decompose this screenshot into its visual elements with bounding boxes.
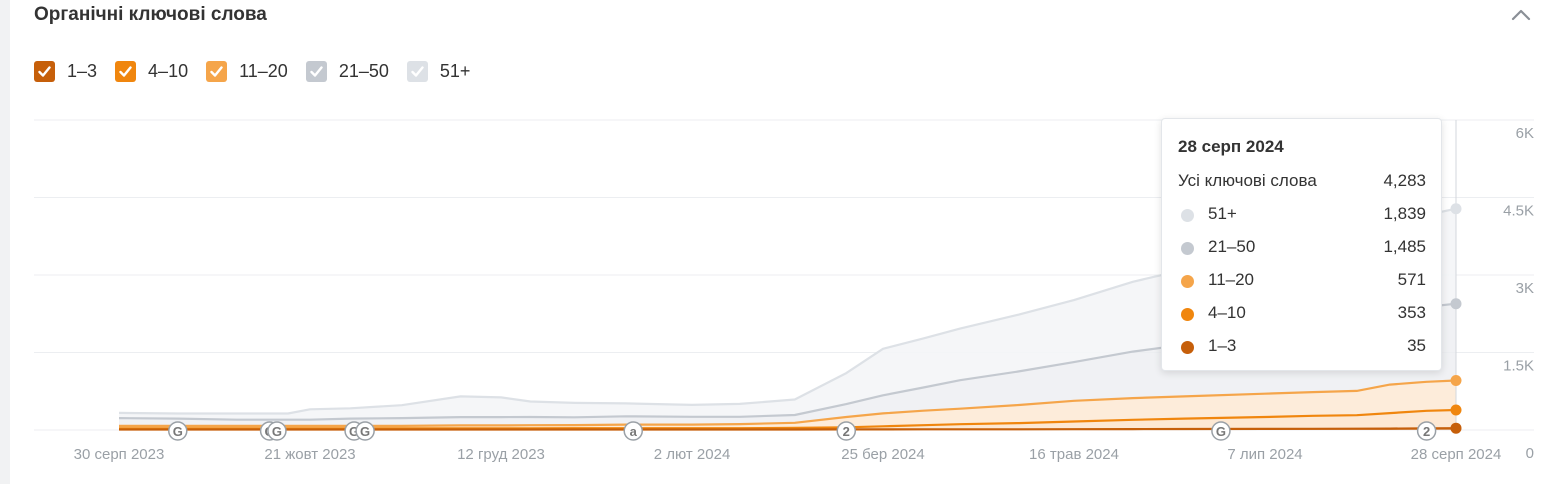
event-label: G: [272, 424, 282, 439]
y-tick-label: 1.5K: [1503, 358, 1534, 375]
event-label: G: [173, 424, 183, 439]
event-badge: [1416, 421, 1437, 441]
event-annotations[interactable]: GGGGGa2G2: [168, 421, 1437, 441]
event-badge: [623, 421, 643, 441]
event-label: 2: [843, 424, 850, 439]
checkmark-icon: [38, 66, 51, 77]
event-marker[interactable]: a: [623, 421, 643, 441]
tooltip-row-1-3: 1–3 35: [1178, 336, 1426, 358]
x-tick-label: 28 серп 2024: [1411, 446, 1502, 463]
x-axis: 30 серп 2023 21 жовт 2023 12 груд 2023 2 лю…: [74, 446, 1502, 463]
checkmark-icon: [210, 66, 223, 77]
legend-item-51-plus[interactable]: 51+: [406, 61, 471, 82]
legend-label-21-50: 21–50: [338, 61, 389, 81]
series-21-50-area: [119, 303, 1456, 426]
checkmark-icon: [119, 66, 132, 77]
event-badge: [836, 421, 857, 441]
x-tick-label: 25 бер 2024: [841, 446, 925, 463]
x-tick-label: 16 трав 2024: [1029, 446, 1119, 463]
checkbox-4-10[interactable]: [115, 61, 137, 82]
event-badge: [267, 421, 287, 441]
series-dot-icon: [1181, 341, 1194, 354]
series-1-3-line: [119, 427, 1457, 431]
series-1-3-marker: [1450, 422, 1462, 434]
event-marker[interactable]: G: [1211, 421, 1231, 441]
series-11-20-marker: [1450, 374, 1462, 386]
event-badge: [355, 421, 375, 441]
tooltip-row-value: 1,485: [1383, 237, 1426, 256]
x-tick-label: 21 жовт 2023: [264, 446, 355, 463]
x-tick-label: 30 серп 2023: [74, 446, 165, 463]
legend-item-21-50[interactable]: 21–50: [305, 61, 389, 82]
tooltip-row-value: 1,839: [1383, 204, 1426, 223]
left-panel-edge: [0, 0, 10, 484]
event-badge: [168, 421, 188, 441]
event-label: a: [630, 424, 638, 439]
x-tick-label: 12 груд 2023: [457, 446, 545, 463]
tooltip-date: 28 серп 2024: [1178, 137, 1284, 156]
y-tick-label: 0: [1526, 445, 1534, 462]
y-tick-label: 6K: [1516, 125, 1534, 142]
y-tick-label: 4.5K: [1503, 203, 1534, 220]
widget-title: Органічні ключові слова: [34, 4, 267, 25]
tooltip-row-label: 51+: [1208, 204, 1237, 223]
series-51-plus-marker: [1450, 203, 1462, 215]
tooltip-row-label: 1–3: [1208, 336, 1237, 355]
event-marker[interactable]: 2: [836, 421, 857, 441]
y-axis: 0 1.5K 3K 4.5K 6K: [1503, 125, 1534, 462]
event-label: G: [349, 424, 359, 439]
tooltip-row-51-plus: 51+ 1,839: [1178, 204, 1426, 226]
series-4-10-area: [119, 410, 1456, 430]
event-marker[interactable]: G: [267, 421, 287, 441]
legend-label-11-20: 11–20: [239, 61, 288, 81]
legend-label-4-10: 4–10: [148, 61, 189, 81]
tooltip-row-value: 571: [1397, 270, 1426, 289]
series-legend: 1–3 4–10 11–20 21–50 51+: [34, 61, 488, 82]
series-dot-icon: [1181, 242, 1194, 255]
tooltip-row-label: 11–20: [1208, 270, 1255, 289]
legend-item-11-20[interactable]: 11–20: [206, 61, 288, 82]
event-marker[interactable]: G: [168, 421, 188, 441]
hover-markers: [1450, 120, 1462, 434]
legend-item-4-10[interactable]: 4–10: [115, 61, 188, 82]
collapse-button[interactable]: [1508, 4, 1534, 26]
tooltip-row-value: 35: [1407, 336, 1426, 355]
tooltip-row-11-20: 11–20 571: [1178, 270, 1426, 292]
event-marker[interactable]: 2: [1416, 421, 1437, 441]
tooltip-total-value: 4,283: [1383, 171, 1426, 190]
checkmark-icon: [310, 66, 323, 77]
legend-item-1-3[interactable]: 1–3: [34, 61, 97, 82]
event-label: 2: [1423, 424, 1430, 439]
event-badge: [1211, 421, 1231, 441]
series-11-20-line: [119, 379, 1457, 427]
x-tick-label: 7 лип 2024: [1227, 446, 1302, 463]
series-dot-icon: [1181, 308, 1194, 321]
series-dot-icon: [1181, 275, 1194, 288]
checkmark-icon: [411, 66, 424, 77]
checkbox-11-20[interactable]: [206, 61, 228, 82]
tooltip-total-label: Усі ключові слова: [1178, 171, 1317, 190]
checkbox-1-3[interactable]: [34, 61, 55, 82]
tooltip-row-label: 4–10: [1208, 303, 1246, 322]
tooltip-row-label: 21–50: [1208, 237, 1256, 256]
x-tick-label: 2 лют 2024: [654, 446, 731, 463]
tooltip-total-row: Усі ключові слова 4,283: [1178, 171, 1426, 193]
tooltip-row-value: 353: [1397, 303, 1426, 322]
tooltip-row-4-10: 4–10 353: [1178, 303, 1426, 325]
legend-label-1-3: 1–3: [67, 61, 98, 81]
series-21-50-marker: [1450, 298, 1462, 310]
series-dot-icon: [1181, 209, 1194, 222]
legend-label-51-plus: 51+: [439, 61, 471, 81]
y-tick-label: 3K: [1516, 280, 1534, 297]
series-4-10-marker: [1450, 404, 1462, 416]
chart-tooltip: 28 серп 2024 Усі ключові слова 4,283 51+…: [1161, 118, 1442, 371]
checkbox-51-plus[interactable]: [406, 61, 428, 82]
event-label: G: [1216, 424, 1226, 439]
tooltip-row-21-50: 21–50 1,485: [1178, 237, 1426, 259]
series-11-20-area: [119, 380, 1456, 429]
checkbox-21-50[interactable]: [305, 61, 327, 82]
event-label: G: [360, 424, 370, 439]
chevron-up-icon: [1511, 9, 1531, 21]
event-marker[interactable]: G: [355, 421, 375, 441]
